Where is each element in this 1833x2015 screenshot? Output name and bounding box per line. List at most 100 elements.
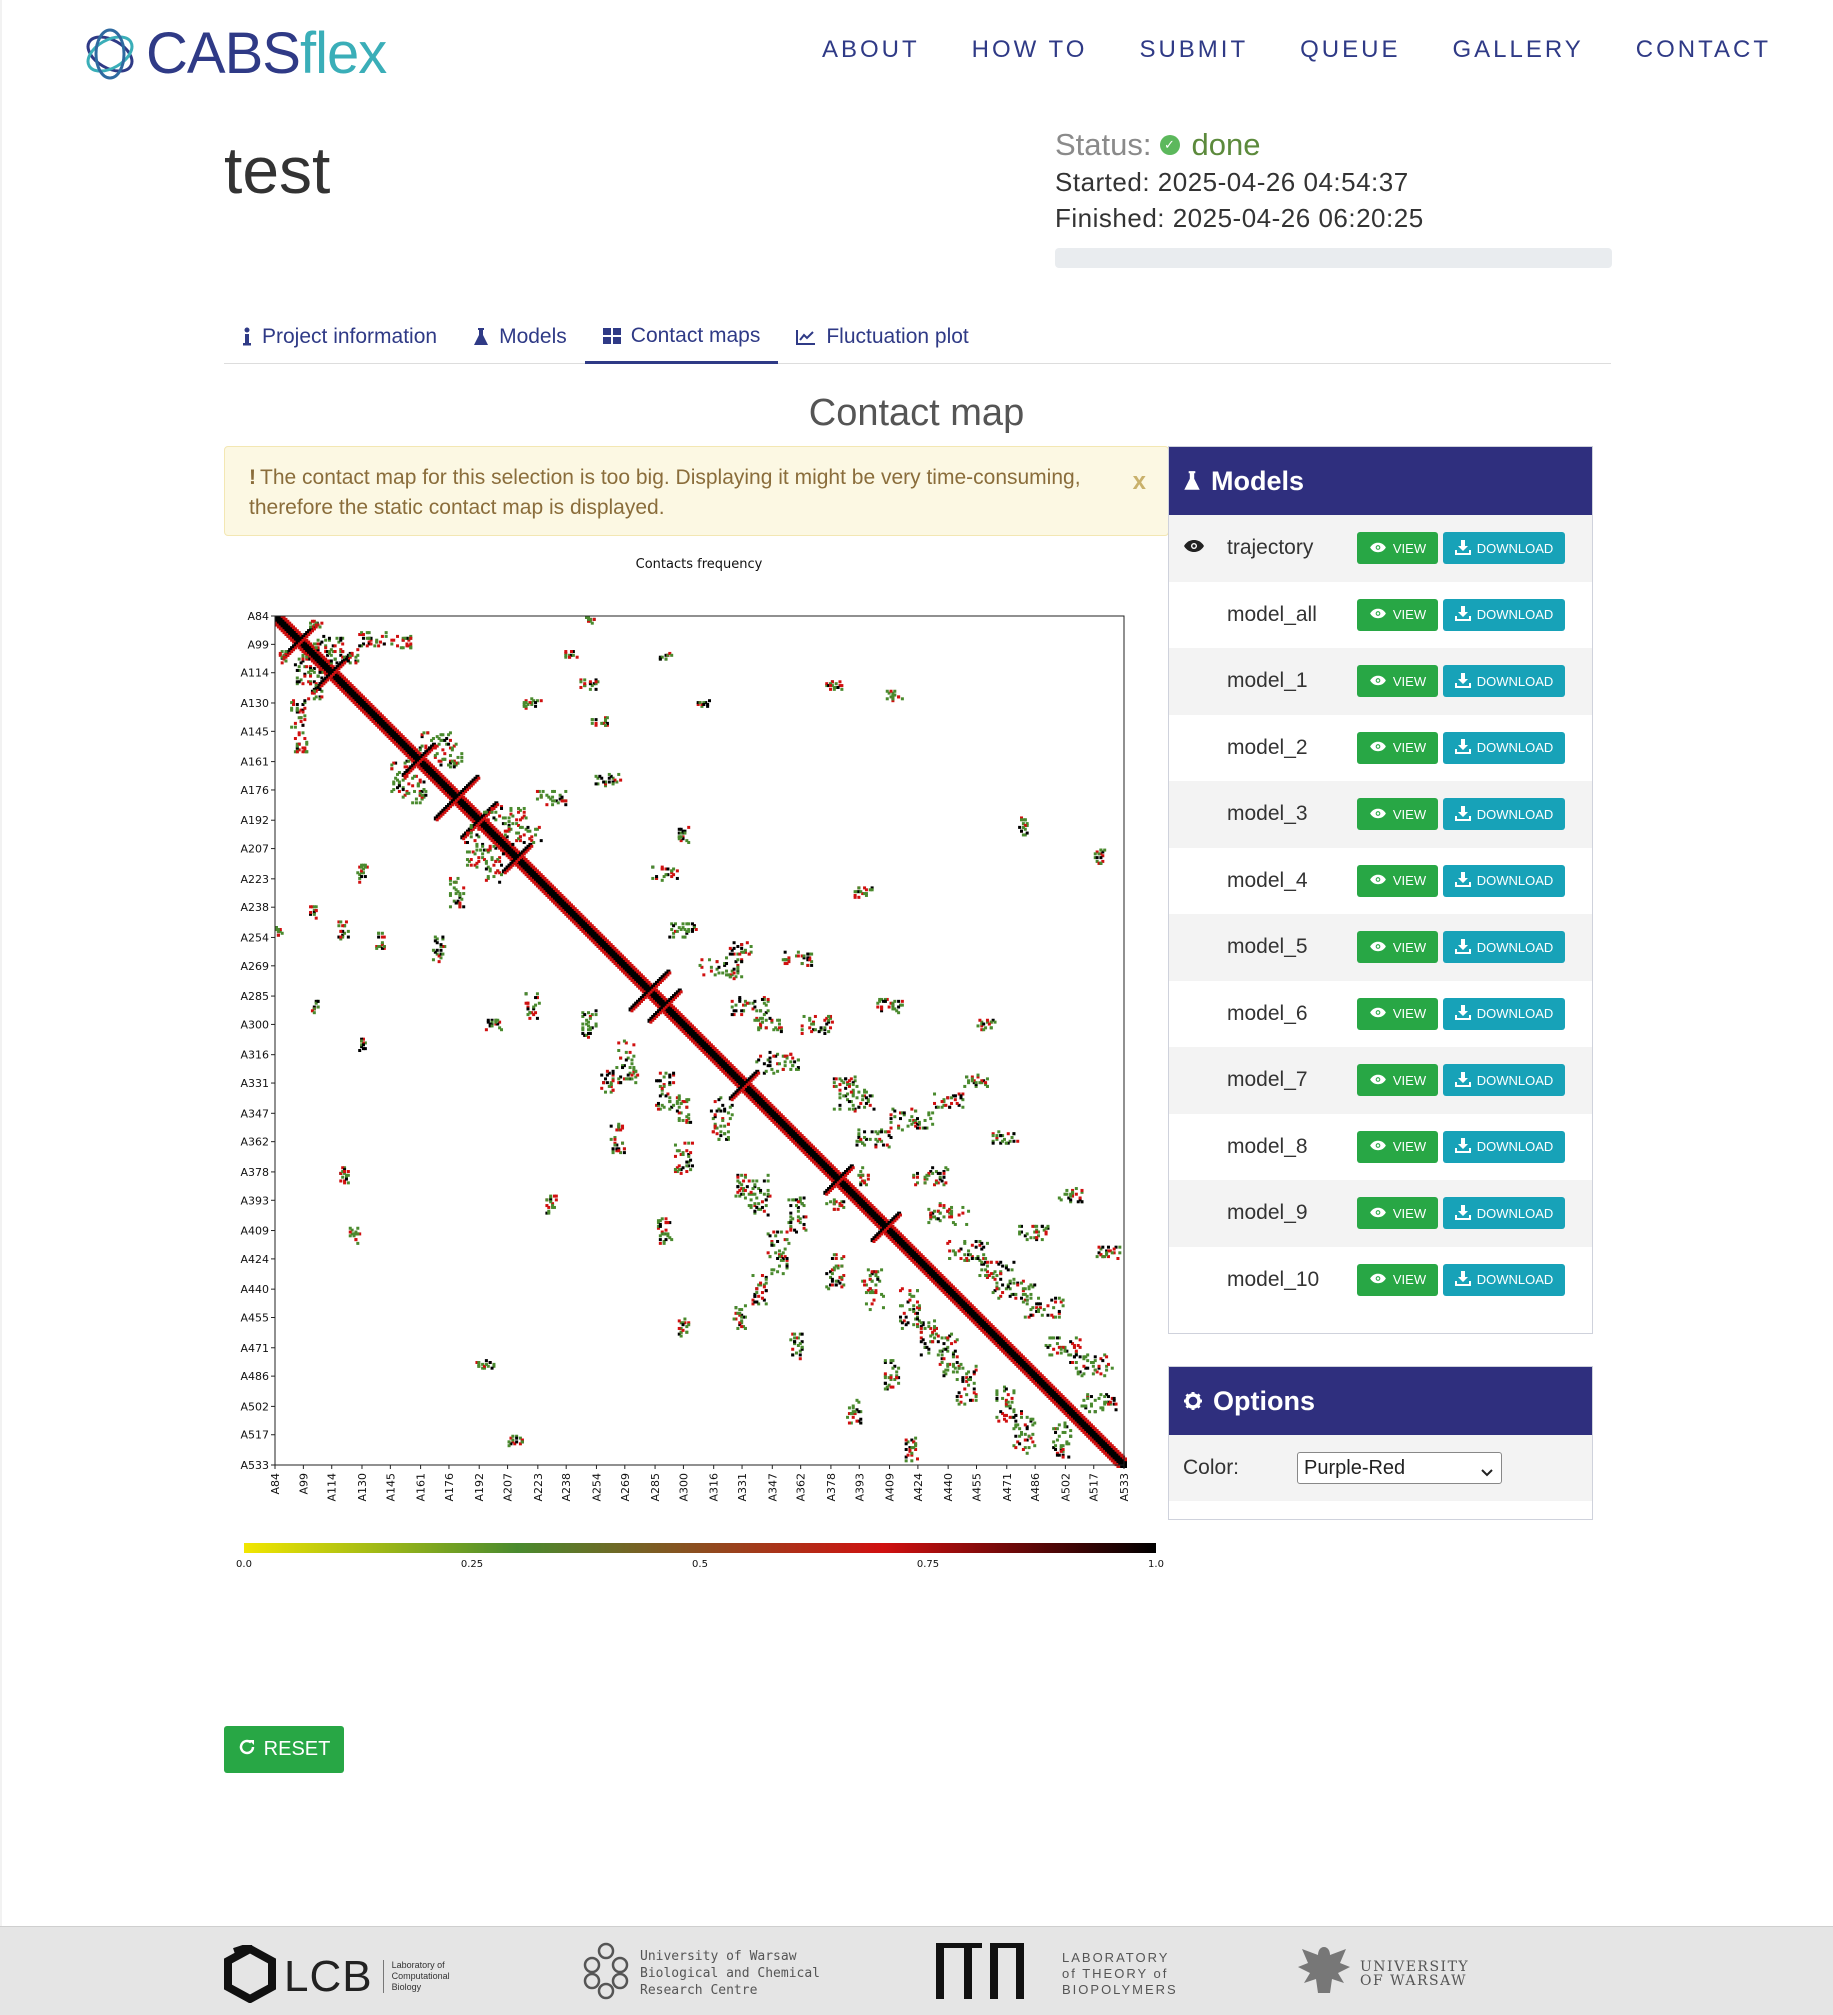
- contact-cell: [622, 965, 626, 969]
- contact-cell: [834, 1177, 838, 1181]
- contact-cell: [675, 1022, 679, 1026]
- contact-cell: [953, 1291, 957, 1295]
- contact-cell: [295, 634, 299, 638]
- brand-logo[interactable]: CABSflex: [82, 25, 387, 83]
- contact-cell: [670, 1005, 674, 1009]
- contact-cell: [1091, 1440, 1095, 1444]
- contact-cell: [558, 897, 562, 901]
- contact-cell: [1099, 1434, 1103, 1438]
- close-alert-button[interactable]: x: [1132, 468, 1146, 495]
- contact-cell: [307, 646, 311, 650]
- nav-how-to[interactable]: HOW TO: [971, 36, 1088, 63]
- contact-cell: [382, 727, 386, 731]
- contact-cell: [371, 704, 375, 708]
- nav-contact[interactable]: CONTACT: [1635, 36, 1771, 63]
- tab-project-information[interactable]: Project information: [224, 310, 455, 364]
- contact-cell: [787, 1135, 791, 1139]
- contact-cell: [656, 1005, 660, 1009]
- contact-cell: [982, 1328, 986, 1332]
- contact-cell: [624, 973, 628, 977]
- nav-about[interactable]: ABOUT: [821, 36, 920, 63]
- contact-cell: [590, 931, 594, 935]
- nav-queue[interactable]: QUEUE: [1300, 36, 1401, 63]
- contact-cell: [638, 984, 642, 988]
- contact-cell: [825, 1171, 829, 1175]
- contact-cell: [307, 651, 311, 655]
- contact-cell: [356, 704, 360, 708]
- contact-cell: [959, 1308, 963, 1312]
- contact-cell: [836, 1173, 840, 1177]
- contact-cell: [411, 752, 415, 756]
- contact-cell: [1099, 1436, 1103, 1440]
- contact-cell: [967, 1313, 971, 1317]
- contact-cell: [361, 704, 365, 708]
- contact-cell: [282, 627, 286, 631]
- contact-cell: [904, 1245, 908, 1249]
- contact-cell: [728, 1069, 732, 1073]
- contact-cell: [938, 1277, 942, 1281]
- contact-cell: [301, 640, 305, 644]
- contact-cell: [787, 1124, 791, 1128]
- contact-cell: [1099, 1446, 1103, 1450]
- contact-cell: [917, 1258, 921, 1262]
- contact-cell: [473, 820, 477, 824]
- contact-cell: [694, 1037, 698, 1041]
- contact-cell: [507, 848, 511, 852]
- contact-cell: [923, 1270, 927, 1274]
- nav-gallery[interactable]: GALLERY: [1452, 36, 1584, 63]
- contact-cell: [1038, 1381, 1042, 1385]
- contact-cell: [772, 1111, 776, 1115]
- contact-cell: [874, 1222, 878, 1226]
- tab-contact-maps[interactable]: Contact maps: [584, 310, 779, 364]
- contact-cell: [812, 1147, 816, 1151]
- nav-submit[interactable]: SUBMIT: [1139, 36, 1249, 63]
- contact-cell: [602, 935, 606, 939]
- contact-cell: [628, 963, 632, 967]
- contact-cell: [341, 684, 345, 688]
- contact-cell: [863, 1211, 867, 1215]
- contact-cell: [456, 799, 460, 803]
- contact-cell: [747, 1092, 751, 1096]
- contact-cell: [982, 1319, 986, 1323]
- contact-cell: [725, 1062, 729, 1066]
- contact-cell: [846, 1194, 850, 1198]
- contact-cell: [819, 1166, 823, 1170]
- contact-cell: [925, 1274, 929, 1278]
- contact-cell: [732, 1067, 736, 1071]
- contact-cell: [473, 818, 477, 822]
- contact-cell: [371, 714, 375, 718]
- contact-cell: [439, 786, 443, 790]
- tab-fluctuation-plot[interactable]: Fluctuation plot: [778, 310, 986, 364]
- contact-cell: [369, 710, 373, 714]
- contact-cell: [286, 619, 290, 623]
- contact-cell: [1042, 1381, 1046, 1385]
- contact-cell: [528, 861, 532, 865]
- contact-cell: [878, 1226, 882, 1230]
- brand-name-flex: flex: [299, 21, 387, 86]
- contact-cell: [382, 723, 386, 727]
- tab-models[interactable]: Models: [455, 310, 585, 364]
- contact-cell: [898, 1232, 902, 1236]
- contact-cell: [622, 967, 626, 971]
- contact-cell: [1046, 1385, 1050, 1389]
- contact-cell: [972, 1317, 976, 1321]
- contact-cell: [706, 1052, 710, 1056]
- contact-cell: [441, 786, 445, 790]
- contact-cell: [991, 1325, 995, 1329]
- contact-cell: [452, 795, 456, 799]
- contact-cell: [802, 1143, 806, 1147]
- contact-cell: [645, 980, 649, 984]
- contact-cell: [808, 1143, 812, 1147]
- contact-cell: [957, 1300, 961, 1304]
- contact-cell: [586, 929, 590, 933]
- contact-cell: [363, 701, 367, 705]
- contact-cell: [1086, 1434, 1090, 1438]
- contact-cell: [857, 1190, 861, 1194]
- contact-cell: [846, 1179, 850, 1183]
- contact-cell: [859, 1196, 863, 1200]
- contact-cell: [626, 973, 630, 977]
- contact-cell: [944, 1279, 948, 1283]
- contact-cell: [817, 1156, 821, 1160]
- contact-cell: [921, 1258, 925, 1262]
- contact-cell: [827, 1160, 831, 1164]
